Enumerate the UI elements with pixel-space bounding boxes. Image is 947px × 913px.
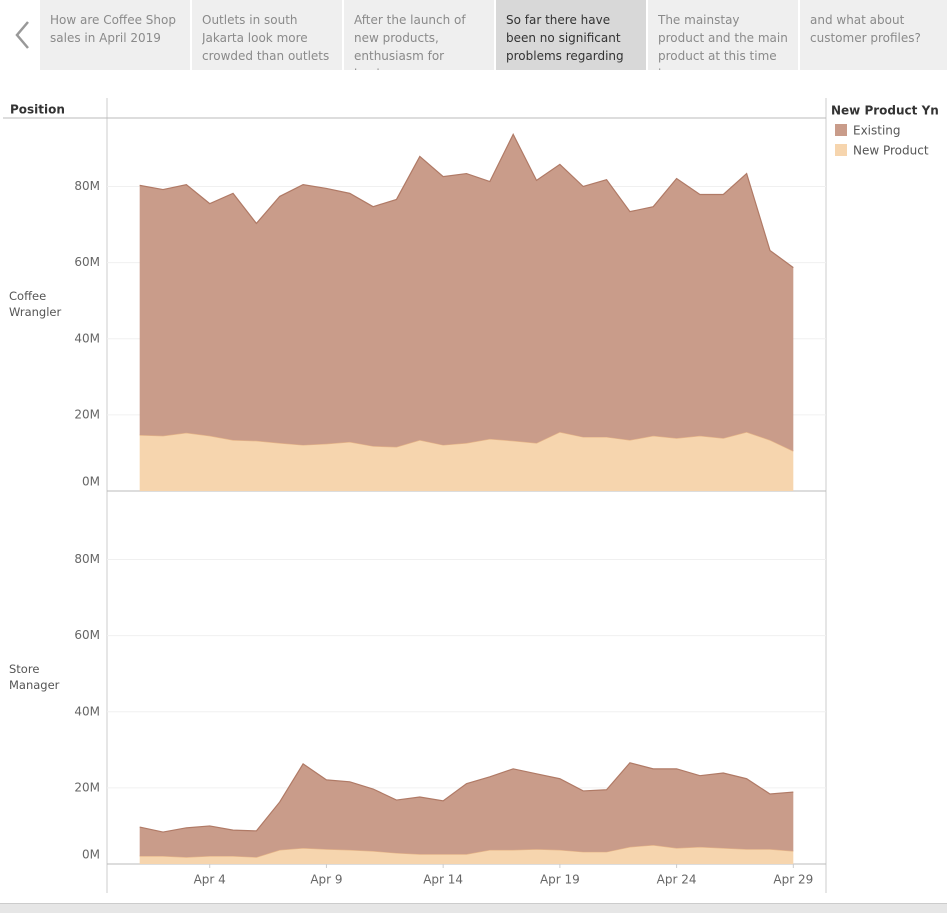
- y-tick-label: 80M: [74, 552, 100, 566]
- area: [139, 762, 794, 858]
- x-tick-label: Apr 4: [194, 873, 226, 887]
- bottom-bar: [0, 903, 947, 913]
- tab-text: So far there have been no significant pr…: [506, 13, 624, 63]
- panel-label: Coffee Wrangler: [9, 289, 62, 319]
- tab-text: Outlets in south Jakarta look more crowd…: [202, 13, 330, 63]
- x-tick-label: Apr 24: [657, 873, 697, 887]
- story-tab[interactable]: So far there have been no significant pr…: [496, 0, 646, 70]
- story-tab[interactable]: How are Coffee Shop sales in April 2019: [40, 0, 190, 70]
- story-tab[interactable]: Outlets in south Jakarta look more crowd…: [192, 0, 342, 70]
- legend-swatch: [835, 144, 847, 156]
- row-header: Position: [10, 103, 65, 117]
- area-edge: [139, 133, 794, 269]
- story-tabs: How are Coffee Shop sales in April 2019 O…: [0, 0, 947, 70]
- y-tick-label: 60M: [74, 628, 100, 642]
- y-tick-label: 0M: [82, 475, 100, 489]
- tab-text: After the launch of new products, enthus…: [354, 13, 466, 70]
- tab-text: The mainstay product and the main produc…: [658, 13, 788, 70]
- legend-swatch: [835, 124, 847, 136]
- legend-label: New Product: [853, 144, 929, 158]
- legend-label: Existing: [853, 124, 901, 138]
- y-tick-label: 40M: [74, 331, 100, 345]
- tab-text: and what about customer profiles?: [810, 13, 921, 45]
- y-tick-label: 20M: [74, 407, 100, 421]
- y-tick-label: 40M: [74, 704, 100, 718]
- x-tick-label: Apr 29: [773, 873, 813, 887]
- back-arrow[interactable]: [0, 0, 40, 70]
- x-tick-label: Apr 14: [423, 873, 463, 887]
- area: [139, 432, 794, 491]
- area: [139, 134, 794, 452]
- x-tick-label: Apr 19: [540, 873, 580, 887]
- y-tick-label: 20M: [74, 780, 100, 794]
- tab-text: How are Coffee Shop sales in April 2019: [50, 13, 176, 45]
- y-tick-label: 80M: [74, 179, 100, 193]
- story-tab[interactable]: and what about customer profiles?: [800, 0, 947, 70]
- y-tick-label: 0M: [82, 848, 100, 862]
- story-tab[interactable]: The mainstay product and the main produc…: [648, 0, 798, 70]
- area-edge: [139, 762, 794, 833]
- panel-label: Store Manager: [9, 662, 60, 692]
- legend-title: New Product Yn: [831, 104, 939, 118]
- x-tick-label: Apr 9: [310, 873, 342, 887]
- y-tick-label: 60M: [74, 255, 100, 269]
- story-tab[interactable]: After the launch of new products, enthus…: [344, 0, 494, 70]
